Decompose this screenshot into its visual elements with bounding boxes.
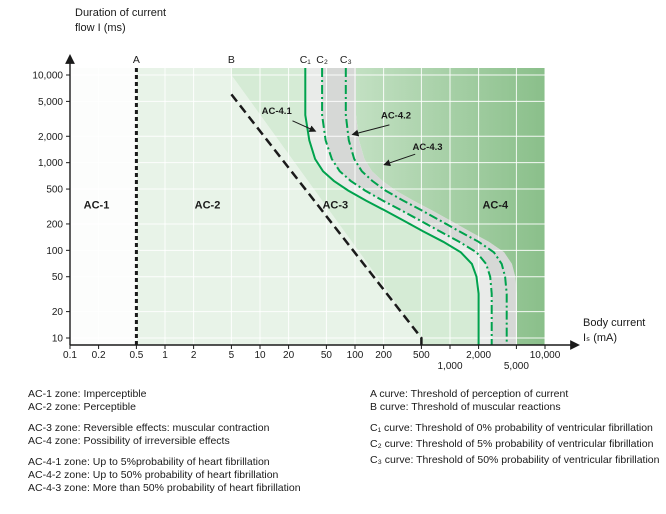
legend-item: C₂ curve: Threshold of 5% probability of… bbox=[370, 438, 654, 450]
zone-label-ac-4.1: AC-4.1 bbox=[262, 106, 293, 117]
legend-group: AC-1 zone: Imperceptible AC-2 zone: Perce… bbox=[28, 388, 360, 414]
zone-label-ac-4: AC-4 bbox=[482, 200, 509, 212]
zone-fill-ac-4.2 bbox=[322, 68, 517, 345]
x-tick-label: 0.5 bbox=[129, 350, 143, 361]
x-tick-label: 10 bbox=[254, 350, 266, 361]
x-tick-label: 100 bbox=[347, 350, 364, 361]
x-tick-label: 0.1 bbox=[63, 350, 77, 361]
zone-fills bbox=[70, 68, 545, 345]
x-tick-label: 5,000 bbox=[504, 361, 529, 372]
legend-item: AC-4-1 zone: Up to 5%probability of hear… bbox=[28, 456, 270, 468]
zone-label-ac-2: AC-2 bbox=[195, 200, 221, 212]
legend-item: AC-1 zone: Imperceptible bbox=[28, 388, 147, 400]
curve-label-c1: C₁ bbox=[300, 54, 312, 66]
zone-label-ac-1: AC-1 bbox=[84, 200, 110, 212]
legend-item: C₁ curve: Threshold of 0% probability of… bbox=[370, 422, 653, 434]
zone-label-ac-3: AC-3 bbox=[322, 200, 348, 212]
gridlines bbox=[70, 68, 546, 345]
y-tick-label: 5,000 bbox=[38, 97, 63, 108]
x-tick-label: 5 bbox=[229, 350, 235, 361]
y-tick-label: 10 bbox=[52, 334, 64, 345]
y-axis-title-line1: Duration of current bbox=[75, 7, 167, 19]
curve-c1 bbox=[304, 68, 480, 345]
legend-group: C₁ curve: Threshold of 0% probability of… bbox=[370, 422, 662, 467]
y-axis-title-line2: flow I (ms) bbox=[75, 22, 126, 34]
x-tick-label: 10,000 bbox=[530, 350, 561, 361]
zone-fill-ac-1 bbox=[70, 68, 137, 345]
axes: 0.1 0.2 0.5 1 2 5 10 20 50 100 200 500 1,000 2,000 5,0… bbox=[32, 54, 580, 372]
x-axis-title-line2: Iₛ (mA) bbox=[583, 332, 618, 344]
zone-label-ac-4.3: AC-4.3 bbox=[412, 142, 442, 153]
y-tick-label: 1,000 bbox=[38, 158, 63, 169]
zone-pointer-arrow bbox=[351, 124, 390, 137]
legend-item: AC-4-3 zone: More than 50% probability o… bbox=[28, 482, 301, 494]
curve-c3 bbox=[344, 68, 508, 345]
y-tick-label: 2,000 bbox=[38, 132, 63, 143]
zone-pointer-arrow bbox=[383, 153, 416, 167]
legend: AC-1 zone: Imperceptible AC-2 zone: Perce… bbox=[0, 382, 666, 503]
legend-group: A curve: Threshold of perception of curr… bbox=[370, 388, 662, 414]
y-tick-label: 10,000 bbox=[32, 71, 63, 82]
legend-item: C₃ curve: Threshold of 50% probability o… bbox=[370, 454, 660, 466]
legend-right: A curve: Threshold of perception of curr… bbox=[370, 388, 662, 503]
legend-item: AC-4-2 zone: Up to 50% probability of he… bbox=[28, 469, 279, 481]
x-tick-label: 0.2 bbox=[92, 350, 106, 361]
legend-item: AC-4 zone: Possibility of irreversible e… bbox=[28, 435, 230, 447]
y-axis-title: Duration of current flow I (ms) bbox=[75, 6, 166, 36]
x-axis-title: Body current Iₛ (mA) bbox=[583, 316, 645, 346]
x-tick-label: 200 bbox=[375, 350, 392, 361]
x-tick-label: 500 bbox=[413, 350, 430, 361]
effects-chart: A B C₁ C₂ C₃ AC-1 AC-2 AC-3 AC-4.1 AC-4.2 AC-4.3 AC… bbox=[32, 6, 645, 372]
zone-labels: AC-1 AC-2 AC-3 AC-4.1 AC-4.2 AC-4.3 AC-4 bbox=[84, 106, 509, 212]
legend-group: AC-3 zone: Reversible effects: muscular … bbox=[28, 422, 360, 448]
legend-left: AC-1 zone: Imperceptible AC-2 zone: Perce… bbox=[28, 388, 360, 503]
x-tick-label: 20 bbox=[283, 350, 295, 361]
legend-item: B curve: Threshold of muscular reactions bbox=[370, 401, 561, 413]
x-tick-label: 1 bbox=[162, 350, 168, 361]
curve-label-c3: C₃ bbox=[340, 54, 352, 66]
curve-label-c2: C₂ bbox=[316, 54, 328, 66]
zone-pointer-arrow bbox=[292, 120, 317, 132]
curves: A B C₁ C₂ C₃ bbox=[133, 54, 508, 345]
x-tick-label: 1,000 bbox=[437, 361, 462, 372]
curve-c2 bbox=[321, 68, 493, 345]
curve-b bbox=[230, 93, 423, 345]
curve-label-b: B bbox=[228, 54, 235, 66]
x-tick-label: 50 bbox=[321, 350, 333, 361]
legend-item: AC-2 zone: Perceptible bbox=[28, 401, 136, 413]
legend-group: AC-4-1 zone: Up to 5%probability of hear… bbox=[28, 456, 360, 495]
x-axis-title-line1: Body current bbox=[583, 317, 646, 329]
legend-item: A curve: Threshold of perception of curr… bbox=[370, 388, 569, 400]
x-tick-label: 2 bbox=[191, 350, 197, 361]
y-tick-label: 500 bbox=[46, 185, 63, 196]
y-tick-label: 50 bbox=[52, 272, 64, 283]
x-tick-label: 2,000 bbox=[466, 350, 491, 361]
zone-label-ac-4.2: AC-4.2 bbox=[381, 110, 411, 121]
y-tick-label: 20 bbox=[52, 307, 64, 318]
y-tick-label: 100 bbox=[46, 246, 63, 257]
legend-item: AC-3 zone: Reversible effects: muscular … bbox=[28, 422, 270, 434]
y-tick-label: 200 bbox=[46, 219, 63, 230]
zone-fill-ac-2 bbox=[136, 68, 422, 345]
curve-label-a: A bbox=[133, 54, 140, 66]
